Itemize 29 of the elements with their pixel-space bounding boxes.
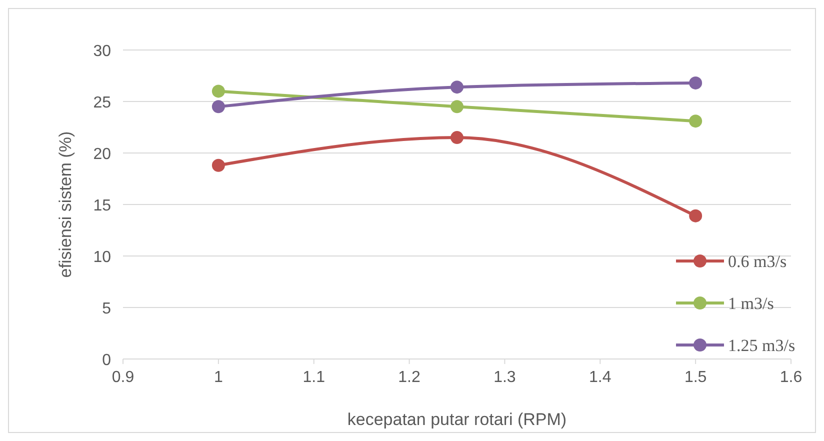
legend-label: 1.25 m3/s — [728, 336, 796, 355]
point — [450, 131, 464, 144]
y-tick-label: 10 — [93, 249, 112, 266]
x-axis-title: kecepatan putar rotari (RPM) — [347, 410, 567, 429]
y-tick-label: 20 — [93, 146, 112, 163]
y-tick-label: 0 — [102, 352, 112, 369]
point — [689, 209, 702, 222]
legend-label: 0.6 m3/s — [728, 252, 787, 271]
y-tick-label: 5 — [102, 300, 112, 318]
point — [212, 158, 225, 172]
y-tick-label: 25 — [93, 94, 112, 112]
point — [212, 100, 225, 114]
x-tick-label: 1.3 — [494, 369, 516, 386]
x-tick-label: 1.4 — [589, 369, 612, 386]
legend-label: 1 m3/s — [728, 294, 774, 313]
x-tick-label: 0.9 — [112, 369, 134, 386]
y-tick-label: 15 — [93, 198, 112, 214]
y-axis-title: efisiensi sistem (%) — [56, 131, 75, 278]
x-tick-label: 1.5 — [684, 369, 707, 386]
point — [212, 84, 225, 98]
point — [450, 100, 464, 114]
x-tick-label: 1.1 — [302, 369, 326, 386]
y-tick-label: 30 — [93, 43, 112, 60]
point — [450, 80, 464, 94]
x-tick-label: 1 — [214, 369, 223, 386]
x-tick-label: 1.2 — [398, 369, 421, 386]
point — [689, 76, 702, 90]
point — [689, 114, 702, 128]
x-tick-label: 1.6 — [780, 369, 802, 386]
